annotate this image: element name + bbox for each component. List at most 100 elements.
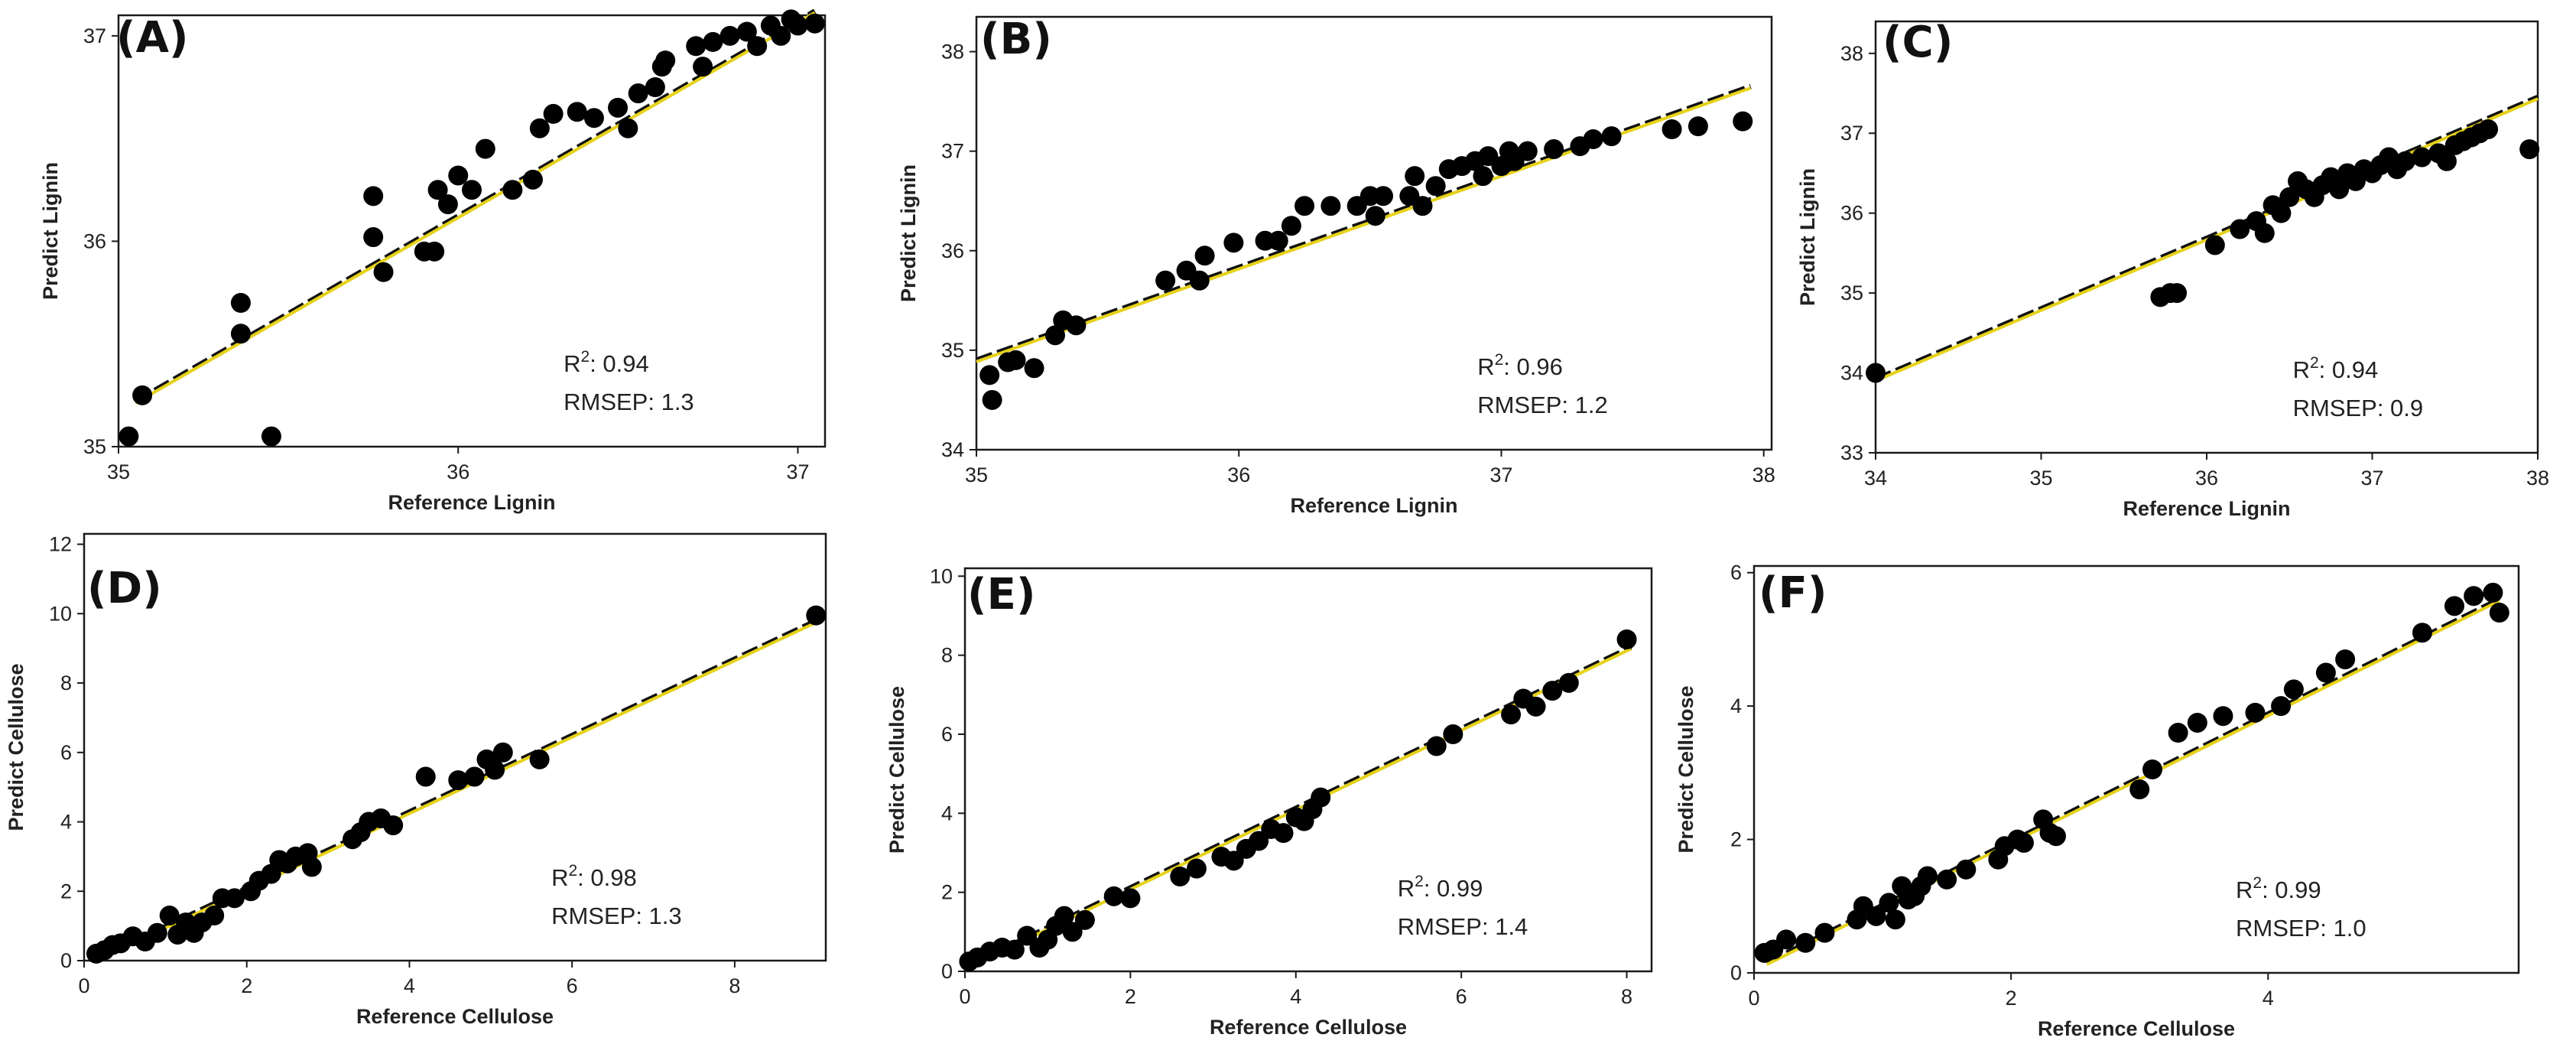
data-point: [1017, 925, 1038, 946]
data-point: [2045, 826, 2066, 847]
data-point: [2395, 151, 2415, 171]
y-tick-label: 10: [49, 602, 72, 625]
data-point: [2444, 596, 2464, 616]
data-point: [608, 97, 629, 118]
data-point: [628, 83, 648, 104]
data-point: [2478, 119, 2499, 139]
y-tick-label: 6: [941, 723, 953, 746]
data-point: [1544, 139, 1564, 160]
data-point: [1024, 358, 1044, 379]
data-point: [1443, 724, 1463, 744]
data-point: [1525, 696, 1546, 717]
y-tick-label: 8: [941, 644, 953, 667]
x-axis-label: Reference Lignin: [2123, 497, 2290, 520]
data-point: [1473, 166, 1493, 187]
data-point: [804, 13, 825, 34]
panel-label: (B): [980, 15, 1052, 64]
plot-frame: [83, 532, 827, 962]
r2-value: : 0.96: [1503, 353, 1563, 380]
data-point: [448, 165, 469, 186]
data-point: [1373, 186, 1394, 207]
x-axis-label: Reference Lignin: [1290, 494, 1457, 517]
y-tick-label: 38: [941, 41, 964, 63]
panel-label: (E): [967, 570, 1035, 620]
data-point: [1044, 325, 1065, 346]
data-point: [2519, 139, 2540, 160]
y-tick-label: 34: [941, 438, 964, 461]
r2-value: : 0.99: [1424, 875, 1483, 902]
data-point: [788, 15, 808, 36]
data-point: [2187, 712, 2207, 733]
r2-superscript: 2: [2253, 874, 2262, 892]
r2-annotation: R2: 0.99: [1398, 873, 1483, 902]
data-point: [1189, 270, 1210, 291]
data-point: [1170, 867, 1191, 886]
data-point: [529, 749, 550, 769]
y-tick-label: 37: [941, 140, 964, 163]
rmsep-annotation: RMSEP: 0.9: [2293, 395, 2424, 421]
data-point: [1542, 681, 1563, 701]
r2-value: : 0.94: [590, 350, 649, 377]
data-point: [492, 742, 513, 763]
data-point: [2271, 696, 2292, 717]
x-tick-label: 2: [2006, 987, 2017, 1010]
data-point: [147, 922, 167, 943]
y-axis-label: Predict Lignin: [39, 162, 62, 300]
data-point: [448, 770, 469, 791]
r2-superscript: 2: [2310, 354, 2319, 372]
r2-label: R: [2293, 356, 2310, 383]
x-tick-label: 35: [965, 463, 988, 486]
y-tick-label: 35: [1840, 281, 1863, 304]
y-tick-label: 0: [60, 949, 72, 972]
data-point: [1558, 672, 1579, 693]
data-point: [1062, 922, 1083, 942]
r2-superscript: 2: [1415, 873, 1424, 890]
x-axis-label: Reference Cellulose: [356, 1005, 554, 1028]
data-point: [2129, 779, 2150, 800]
x-tick-label: 4: [2263, 987, 2274, 1010]
y-tick-label: 36: [83, 229, 106, 252]
data-point: [363, 227, 384, 248]
data-point: [462, 180, 482, 200]
r2-annotation: R2: 0.94: [2293, 354, 2379, 383]
data-point: [522, 169, 543, 190]
data-point: [1311, 787, 1331, 808]
fit-line-yellow: [976, 86, 1752, 363]
data-point: [1273, 823, 1294, 844]
data-point: [979, 365, 1000, 385]
x-tick-label: 8: [1621, 985, 1632, 1008]
data-point: [1281, 216, 1301, 236]
r2-label: R: [1477, 353, 1494, 380]
data-point: [686, 36, 707, 57]
data-point: [1155, 270, 1176, 291]
data-point: [502, 180, 523, 200]
x-tick-label: 4: [404, 974, 415, 997]
x-tick-label: 0: [78, 974, 89, 997]
data-point: [1879, 893, 1899, 913]
plot-frame: [963, 567, 1653, 973]
data-point: [2464, 586, 2484, 607]
data-point: [1054, 906, 1074, 926]
rmsep-annotation: RMSEP: 1.2: [1477, 392, 1608, 418]
y-tick-label: 34: [1840, 362, 1863, 385]
r2-value: : 0.98: [577, 864, 637, 891]
data-point: [2279, 187, 2300, 207]
chart-panel: 35 36 37 35 36 37 Reference Lignin Predict Lign…: [39, 8, 827, 514]
data-point: [2483, 582, 2503, 603]
data-point: [1688, 116, 1708, 137]
y-tick-label: 37: [83, 24, 106, 47]
x-tick-label: 38: [2526, 467, 2549, 489]
r2-annotation: R2: 0.98: [551, 862, 637, 891]
data-point: [771, 25, 791, 46]
rmsep-annotation: RMSEP: 1.3: [564, 389, 694, 415]
data-point: [747, 36, 768, 57]
rmsep-annotation: RMSEP: 1.3: [551, 903, 682, 929]
r2-value: : 0.94: [2319, 356, 2379, 383]
data-point: [982, 389, 1002, 410]
y-tick-label: 2: [941, 881, 953, 904]
data-point: [2329, 179, 2350, 200]
data-point: [1866, 363, 1886, 383]
r2-annotation: R2: 0.94: [564, 348, 649, 377]
y-tick-label: 12: [49, 533, 72, 556]
